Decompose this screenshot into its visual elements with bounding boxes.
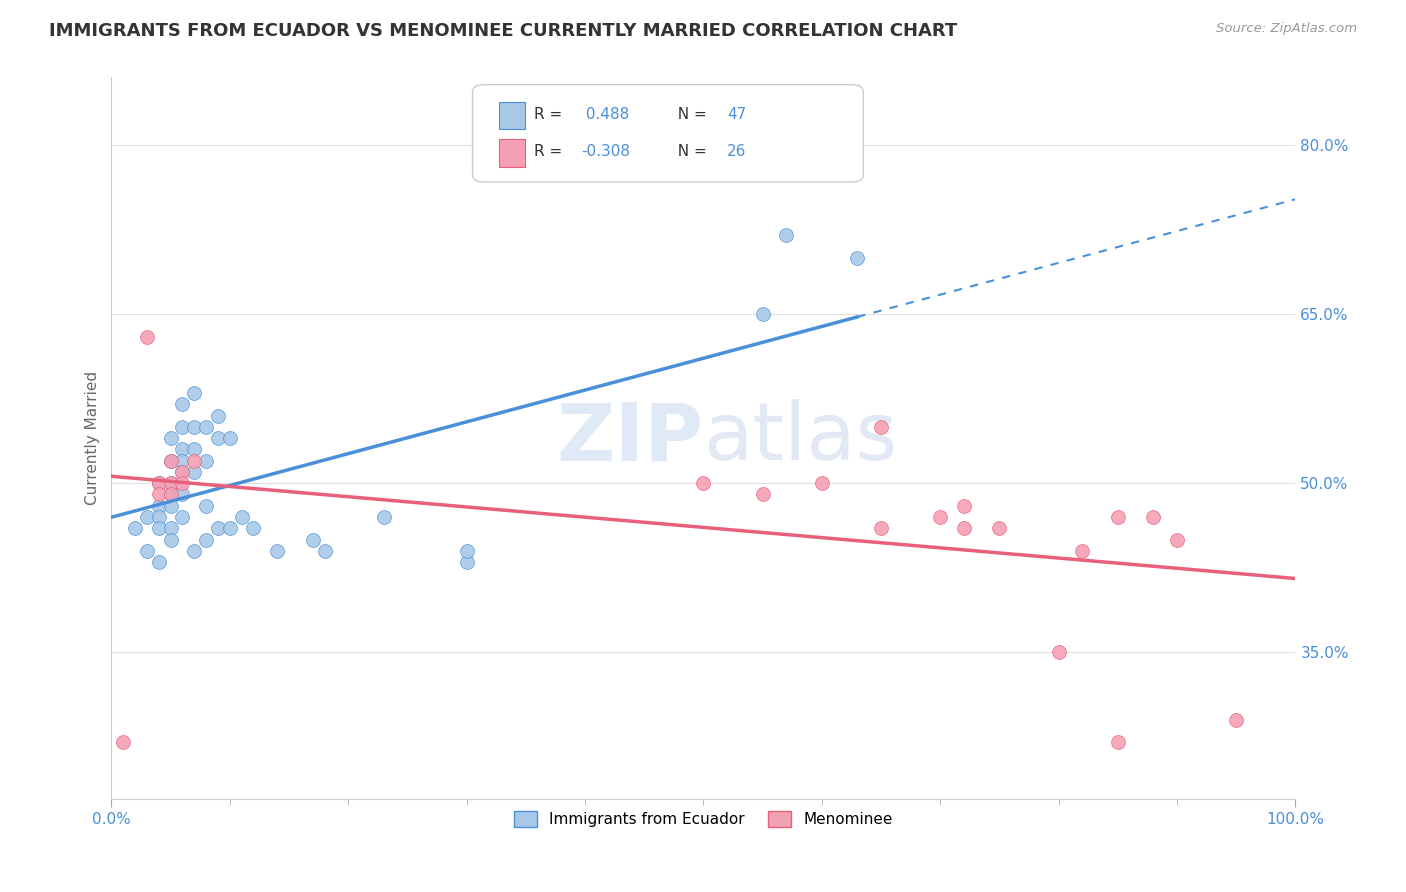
- Point: [183, 453, 205, 467]
- Point: [195, 420, 218, 434]
- Point: [1107, 510, 1129, 524]
- Point: [751, 487, 773, 501]
- Point: [148, 521, 170, 535]
- FancyBboxPatch shape: [499, 139, 524, 167]
- Point: [172, 465, 194, 479]
- Point: [692, 476, 714, 491]
- Point: [314, 544, 336, 558]
- Point: [172, 420, 194, 434]
- Point: [159, 476, 181, 491]
- Point: [195, 453, 218, 467]
- Point: [172, 510, 194, 524]
- Point: [148, 499, 170, 513]
- FancyBboxPatch shape: [499, 102, 524, 129]
- Point: [172, 442, 194, 457]
- Point: [195, 533, 218, 547]
- Legend: Immigrants from Ecuador, Menominee: Immigrants from Ecuador, Menominee: [506, 803, 900, 835]
- Point: [953, 521, 976, 535]
- Text: 0.488: 0.488: [582, 107, 630, 122]
- Point: [1225, 713, 1247, 727]
- Point: [172, 397, 194, 411]
- Point: [172, 487, 194, 501]
- Point: [1071, 544, 1094, 558]
- Point: [148, 476, 170, 491]
- Text: R =: R =: [534, 107, 567, 122]
- Point: [183, 420, 205, 434]
- Point: [148, 476, 170, 491]
- Point: [195, 499, 218, 513]
- Point: [159, 487, 181, 501]
- Text: R =: R =: [534, 145, 567, 159]
- Point: [159, 431, 181, 445]
- Point: [1107, 735, 1129, 749]
- Point: [183, 386, 205, 401]
- Point: [929, 510, 952, 524]
- Point: [159, 453, 181, 467]
- Point: [148, 510, 170, 524]
- Point: [231, 510, 253, 524]
- Text: -0.308: -0.308: [582, 145, 630, 159]
- FancyBboxPatch shape: [472, 85, 863, 182]
- Point: [172, 465, 194, 479]
- Point: [136, 329, 159, 343]
- Point: [811, 476, 834, 491]
- Point: [112, 735, 135, 749]
- Y-axis label: Currently Married: Currently Married: [86, 371, 100, 505]
- Point: [148, 555, 170, 569]
- Point: [218, 431, 240, 445]
- Point: [159, 499, 181, 513]
- Point: [1142, 510, 1164, 524]
- Text: atlas: atlas: [703, 399, 898, 477]
- Point: [159, 533, 181, 547]
- Point: [301, 533, 323, 547]
- Point: [183, 544, 205, 558]
- Point: [775, 228, 797, 243]
- Point: [136, 544, 159, 558]
- Point: [218, 521, 240, 535]
- Point: [159, 487, 181, 501]
- Point: [172, 476, 194, 491]
- Point: [136, 510, 159, 524]
- Text: 26: 26: [727, 145, 747, 159]
- Text: Source: ZipAtlas.com: Source: ZipAtlas.com: [1216, 22, 1357, 36]
- Text: 47: 47: [727, 107, 747, 122]
- Point: [988, 521, 1011, 535]
- Text: N =: N =: [668, 145, 711, 159]
- Point: [1166, 533, 1188, 547]
- Point: [242, 521, 264, 535]
- Text: ZIP: ZIP: [557, 399, 703, 477]
- Point: [456, 555, 478, 569]
- Point: [870, 420, 893, 434]
- Point: [148, 487, 170, 501]
- Text: IMMIGRANTS FROM ECUADOR VS MENOMINEE CURRENTLY MARRIED CORRELATION CHART: IMMIGRANTS FROM ECUADOR VS MENOMINEE CUR…: [49, 22, 957, 40]
- Point: [1047, 645, 1070, 659]
- Point: [870, 521, 893, 535]
- Text: N =: N =: [668, 107, 711, 122]
- Point: [159, 521, 181, 535]
- Point: [207, 431, 229, 445]
- Point: [183, 465, 205, 479]
- Point: [207, 409, 229, 423]
- Point: [172, 453, 194, 467]
- Point: [846, 251, 869, 265]
- Point: [159, 476, 181, 491]
- Point: [953, 499, 976, 513]
- Point: [207, 521, 229, 535]
- Point: [266, 544, 288, 558]
- Point: [124, 521, 146, 535]
- Point: [159, 453, 181, 467]
- Point: [751, 307, 773, 321]
- Point: [456, 544, 478, 558]
- Point: [183, 442, 205, 457]
- Point: [373, 510, 395, 524]
